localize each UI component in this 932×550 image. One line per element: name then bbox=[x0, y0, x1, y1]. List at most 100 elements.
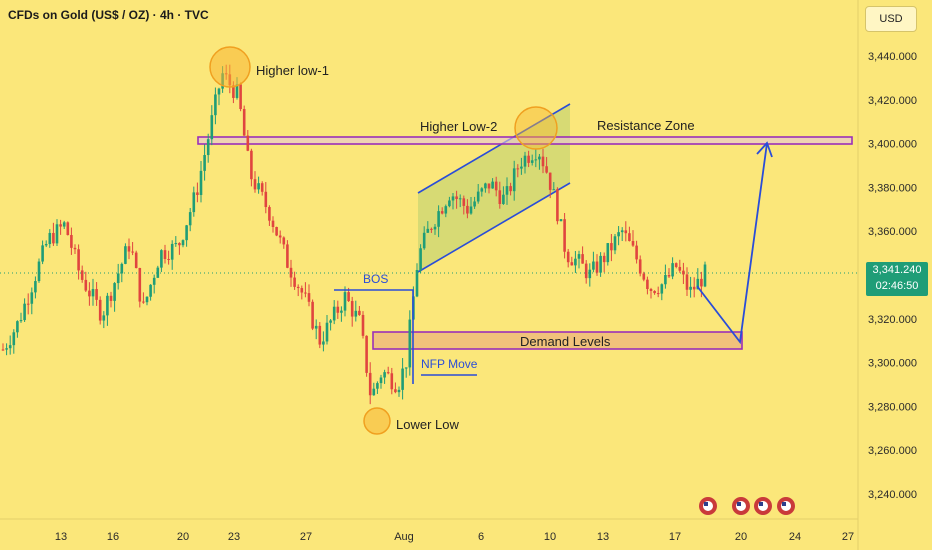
bearish-candle bbox=[264, 191, 268, 208]
channel-lower-line[interactable] bbox=[417, 182, 571, 273]
bearish-candle bbox=[635, 245, 638, 260]
bullish-candle bbox=[444, 206, 448, 214]
demand-zone[interactable] bbox=[372, 331, 743, 350]
bearish-candle bbox=[318, 325, 322, 345]
bullish-candle bbox=[314, 325, 318, 329]
bullish-candle bbox=[214, 94, 217, 116]
current-price-badge: 3,341.240 02:46:50 bbox=[866, 262, 928, 296]
bearish-candle bbox=[631, 241, 635, 246]
y-tick-label: 3,240.000 bbox=[868, 489, 917, 501]
bearish-candle bbox=[527, 155, 530, 163]
bullish-candle bbox=[613, 236, 617, 251]
bearish-candle bbox=[386, 372, 390, 374]
bullish-candle bbox=[458, 198, 462, 200]
bearish-candle bbox=[430, 228, 433, 230]
y-axis: 3,440.000 3,420.000 3,400.000 3,380.000 3,36… bbox=[868, 51, 917, 501]
bullish-candle bbox=[401, 368, 404, 390]
bearish-candle bbox=[307, 293, 311, 302]
bullish-candle bbox=[422, 232, 426, 249]
bullish-candle bbox=[149, 284, 152, 297]
bullish-candle bbox=[174, 243, 178, 245]
bullish-candle bbox=[113, 283, 116, 301]
bullish-candle bbox=[592, 261, 595, 270]
bullish-candle bbox=[512, 168, 516, 192]
bearish-candle bbox=[570, 262, 574, 266]
bearish-candle bbox=[127, 246, 131, 252]
x-tick-label: 20 bbox=[177, 531, 189, 543]
bullish-candle bbox=[574, 258, 577, 266]
bearish-candle bbox=[595, 261, 599, 273]
bullish-candle bbox=[484, 183, 487, 189]
bearish-candle bbox=[350, 301, 354, 317]
bullish-candle bbox=[185, 225, 188, 241]
us-event-flags[interactable] bbox=[699, 497, 795, 515]
bearish-candle bbox=[1, 349, 5, 351]
bearish-candle bbox=[98, 299, 102, 321]
bullish-candle bbox=[19, 320, 23, 322]
bullish-candle bbox=[502, 194, 505, 204]
x-tick-label: Aug bbox=[394, 531, 414, 543]
bullish-candle bbox=[577, 254, 581, 259]
bullish-candle bbox=[206, 139, 210, 156]
bullish-candle bbox=[91, 289, 95, 297]
higher-low-1-marker bbox=[209, 46, 251, 88]
bearish-candle bbox=[286, 244, 289, 268]
bullish-candle bbox=[671, 263, 674, 277]
bearish-candle bbox=[282, 237, 286, 245]
bearish-candle bbox=[638, 259, 642, 274]
bullish-candle bbox=[16, 321, 19, 333]
bearish-candle bbox=[196, 192, 199, 195]
bearish-candle bbox=[80, 270, 84, 280]
bearish-candle bbox=[682, 270, 685, 275]
bearish-candle bbox=[242, 109, 246, 136]
x-tick-label: 16 bbox=[107, 531, 119, 543]
bullish-candle bbox=[192, 192, 196, 213]
bullish-candle bbox=[448, 200, 451, 207]
bullish-candle bbox=[372, 388, 376, 396]
bearish-candle bbox=[232, 85, 235, 98]
bullish-candle bbox=[217, 88, 221, 95]
bearish-candle bbox=[455, 196, 458, 199]
channel-upper-line[interactable] bbox=[417, 103, 571, 194]
bearish-candle bbox=[138, 268, 142, 302]
bullish-candle bbox=[188, 212, 192, 226]
bearish-candle bbox=[77, 249, 80, 271]
bearish-candle bbox=[563, 219, 566, 252]
bearish-candle bbox=[52, 232, 55, 244]
bearish-candle bbox=[642, 273, 646, 280]
bearish-candle bbox=[250, 150, 253, 180]
x-tick-label: 20 bbox=[735, 531, 747, 543]
bullish-candle bbox=[37, 261, 41, 282]
bearish-candle bbox=[268, 207, 271, 221]
bearish-candle bbox=[88, 290, 91, 297]
bearish-candle bbox=[271, 220, 275, 227]
bearish-candle bbox=[26, 303, 30, 305]
bearish-candle bbox=[692, 286, 696, 290]
bearish-candle bbox=[584, 263, 588, 279]
bearish-candle bbox=[656, 293, 660, 295]
bullish-candle bbox=[505, 186, 509, 195]
bullish-candle bbox=[203, 155, 206, 171]
bearish-candle bbox=[178, 243, 181, 246]
bos-line[interactable] bbox=[334, 289, 414, 384]
resistance-zone[interactable] bbox=[197, 136, 853, 145]
bullish-candle bbox=[120, 263, 124, 274]
bullish-candle bbox=[44, 244, 48, 246]
bullish-candle bbox=[538, 156, 541, 160]
bearish-candle bbox=[556, 189, 559, 222]
bullish-candle bbox=[473, 201, 476, 207]
bullish-candle bbox=[599, 255, 602, 273]
bearish-candle bbox=[653, 290, 656, 294]
projection-arrow[interactable] bbox=[696, 142, 768, 345]
lower-low-marker bbox=[363, 407, 391, 435]
y-tick-label: 3,380.000 bbox=[868, 182, 917, 194]
currency-button[interactable]: USD bbox=[865, 6, 917, 32]
bearish-candle bbox=[95, 289, 98, 300]
bullish-candle bbox=[340, 310, 343, 313]
bullish-candle bbox=[437, 211, 440, 227]
bearish-candle bbox=[541, 156, 545, 167]
bullish-candle bbox=[8, 345, 12, 349]
bullish-candle bbox=[30, 292, 34, 304]
